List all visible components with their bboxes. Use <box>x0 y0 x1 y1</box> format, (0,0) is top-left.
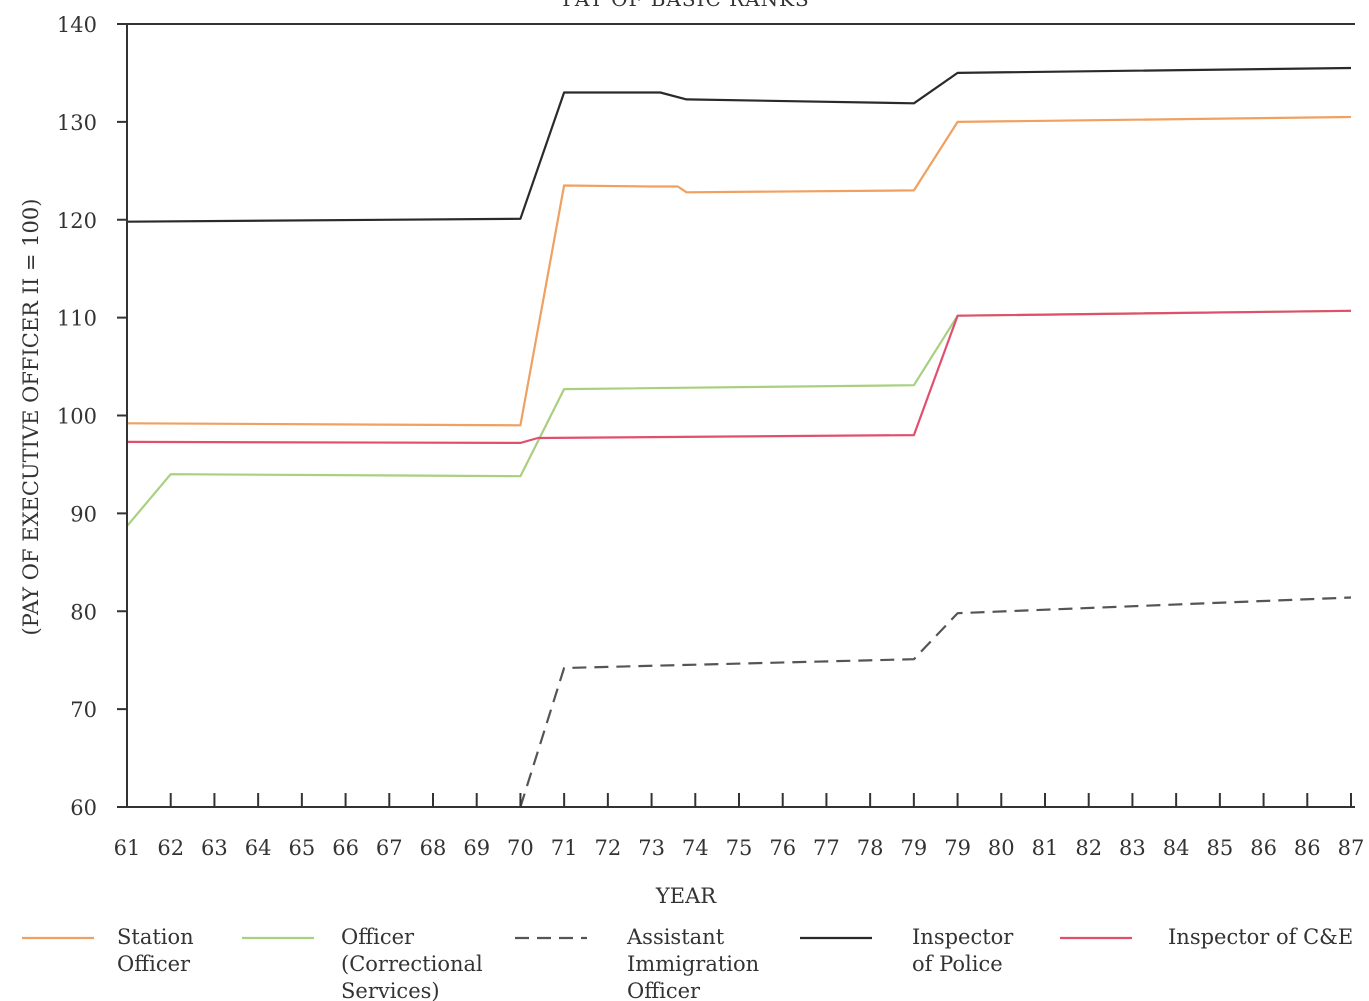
legend: Station Officer Officer (Correctional Servic… <box>22 925 1353 1001</box>
x-tick-label: 66 <box>332 836 359 860</box>
y-tick-label: 60 <box>70 796 97 820</box>
series-line-3 <box>519 596 1352 808</box>
x-tick-label: 73 <box>638 836 665 860</box>
x-tick-label: 76 <box>769 836 796 860</box>
series-layer <box>126 66 1352 808</box>
y-tick-label: 80 <box>70 600 97 624</box>
x-tick-label: 77 <box>813 836 840 860</box>
x-tick-label: 85 <box>1206 836 1233 860</box>
legend-label: Officer <box>627 979 701 1001</box>
series-line-5 <box>126 309 1352 444</box>
x-tick-label: 81 <box>1032 836 1059 860</box>
x-tick-label: 74 <box>682 836 709 860</box>
legend-label: Services) <box>341 979 440 1001</box>
x-tick-label: 78 <box>857 836 884 860</box>
x-tick-label: 72 <box>594 836 621 860</box>
y-tick-label: 90 <box>70 502 97 526</box>
x-tick-label: 70 <box>507 836 534 860</box>
x-tick-label: 79 <box>944 836 971 860</box>
x-tick-label: 62 <box>157 836 184 860</box>
y-tick-label: 110 <box>57 307 97 331</box>
x-tick-label: 64 <box>245 836 272 860</box>
legend-label: of Police <box>912 952 1003 976</box>
legend-label: (Correctional <box>341 952 483 976</box>
series-line-1 <box>126 115 1352 427</box>
x-tick-label: 65 <box>288 836 315 860</box>
legend-label: Officer <box>117 952 191 976</box>
x-tick-label: 61 <box>114 836 141 860</box>
x-tick-label: 82 <box>1075 836 1102 860</box>
legend-label: Immigration <box>627 952 759 976</box>
x-tick-label: 79 <box>900 836 927 860</box>
y-tick-label: 130 <box>57 111 97 135</box>
x-tick-label: 71 <box>551 836 578 860</box>
legend-label: Inspector of C&E <box>1168 925 1353 949</box>
x-tick-label: 83 <box>1119 836 1146 860</box>
series-line-4 <box>126 66 1352 223</box>
x-tick-label: 69 <box>463 836 490 860</box>
chart-title: PAY OF BASIC RANKS <box>562 0 810 11</box>
y-tick-label: 120 <box>57 209 97 233</box>
legend-label: Officer <box>341 925 415 949</box>
x-tick-label: 80 <box>988 836 1015 860</box>
x-tick-label: 63 <box>201 836 228 860</box>
axes-layer: 60 70 80 90 100 110 120 130 140 61 62 63 64 65 66 67 68 6… <box>57 13 1364 860</box>
legend-label: Assistant <box>626 925 725 949</box>
x-tick-label: 84 <box>1163 836 1190 860</box>
x-tick-label: 86 <box>1250 836 1277 860</box>
y-tick-label: 70 <box>70 698 97 722</box>
x-tick-label: 87 <box>1338 836 1365 860</box>
y-tick-label: 140 <box>57 13 97 37</box>
x-tick-label: 86 <box>1294 836 1321 860</box>
x-tick-label: 68 <box>420 836 447 860</box>
x-tick-label: 75 <box>726 836 753 860</box>
x-tick-label: 67 <box>376 836 403 860</box>
x-axis-title: YEAR <box>655 884 717 908</box>
series-line-2 <box>126 309 1352 527</box>
legend-label: Inspector <box>912 925 1014 949</box>
legend-label: Station <box>117 925 194 949</box>
y-tick-label: 100 <box>57 405 97 429</box>
y-axis-title: (PAY OF EXECUTIVE OFFICER II = 100) <box>19 199 43 636</box>
